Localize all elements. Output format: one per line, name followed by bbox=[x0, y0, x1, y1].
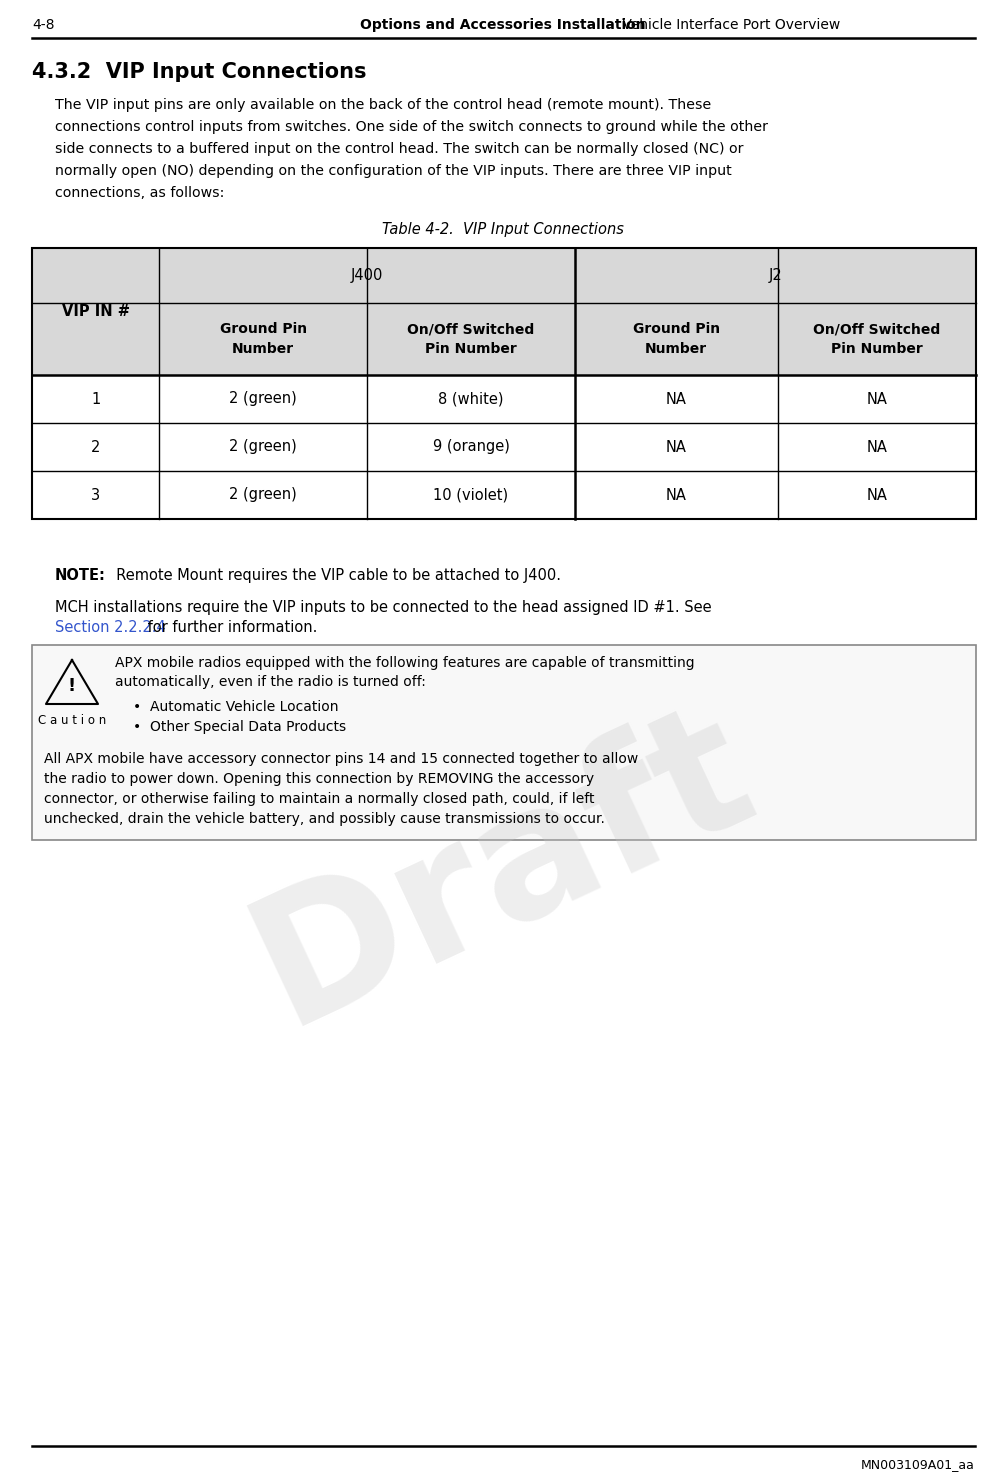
Text: NOTE:: NOTE: bbox=[55, 569, 106, 583]
Bar bbox=[368, 247, 575, 303]
Text: C a u t i o n: C a u t i o n bbox=[38, 714, 106, 728]
Text: NA: NA bbox=[866, 488, 887, 502]
Bar bbox=[32, 376, 159, 423]
Text: connections, as follows:: connections, as follows: bbox=[55, 186, 225, 200]
Text: J2: J2 bbox=[768, 268, 782, 283]
Bar bbox=[32, 471, 159, 518]
Bar bbox=[575, 423, 777, 471]
Text: 4-8: 4-8 bbox=[32, 18, 54, 32]
Bar bbox=[575, 376, 777, 423]
Text: Table 4-2.  VIP Input Connections: Table 4-2. VIP Input Connections bbox=[382, 222, 624, 237]
Bar bbox=[368, 471, 575, 518]
Bar bbox=[159, 376, 368, 423]
Text: VIP IN #: VIP IN # bbox=[61, 303, 130, 320]
Bar bbox=[159, 423, 368, 471]
Text: 8 (white): 8 (white) bbox=[438, 392, 504, 407]
Bar bbox=[368, 376, 575, 423]
Text: 9 (orange): 9 (orange) bbox=[433, 439, 510, 455]
Text: Ground Pin
Number: Ground Pin Number bbox=[220, 323, 307, 356]
Text: MCH installations require the VIP inputs to be connected to the head assigned ID: MCH installations require the VIP inputs… bbox=[55, 600, 712, 616]
Text: Options and Accessories Installation: Options and Accessories Installation bbox=[361, 18, 645, 32]
Text: Section 2.2.2.4: Section 2.2.2.4 bbox=[55, 620, 166, 635]
Bar bbox=[777, 376, 976, 423]
Text: automatically, even if the radio is turned off:: automatically, even if the radio is turn… bbox=[115, 675, 426, 689]
Bar bbox=[777, 471, 976, 518]
Bar bbox=[575, 471, 777, 518]
Text: Vehicle Interface Port Overview: Vehicle Interface Port Overview bbox=[618, 18, 840, 32]
Text: 2 (green): 2 (green) bbox=[230, 488, 297, 502]
Text: for further information.: for further information. bbox=[143, 620, 317, 635]
Text: 2 (green): 2 (green) bbox=[230, 439, 297, 455]
Bar bbox=[368, 303, 575, 376]
Bar bbox=[32, 423, 159, 471]
Text: NA: NA bbox=[866, 392, 887, 407]
Bar bbox=[32, 303, 159, 376]
Text: The VIP input pins are only available on the back of the control head (remote mo: The VIP input pins are only available on… bbox=[55, 99, 711, 112]
Text: Remote Mount requires the VIP cable to be attached to J400.: Remote Mount requires the VIP cable to b… bbox=[107, 569, 561, 583]
Bar bbox=[32, 247, 159, 303]
Text: unchecked, drain the vehicle battery, and possibly cause transmissions to occur.: unchecked, drain the vehicle battery, an… bbox=[44, 812, 605, 826]
Bar bbox=[32, 645, 976, 840]
Text: !: ! bbox=[67, 678, 77, 695]
Bar bbox=[575, 303, 777, 376]
Text: 4.3.2  VIP Input Connections: 4.3.2 VIP Input Connections bbox=[32, 62, 367, 82]
Text: J400: J400 bbox=[350, 268, 384, 283]
Text: 2 (green): 2 (green) bbox=[230, 392, 297, 407]
Bar bbox=[575, 247, 777, 303]
Text: •  Automatic Vehicle Location: • Automatic Vehicle Location bbox=[133, 700, 338, 714]
Text: NA: NA bbox=[866, 439, 887, 455]
Bar bbox=[159, 247, 368, 303]
Bar bbox=[777, 247, 976, 303]
Text: 1: 1 bbox=[91, 392, 101, 407]
Text: On/Off Switched
Pin Number: On/Off Switched Pin Number bbox=[408, 323, 535, 356]
Text: •  Other Special Data Products: • Other Special Data Products bbox=[133, 720, 346, 734]
Text: Draft: Draft bbox=[228, 679, 778, 1061]
Text: APX mobile radios equipped with the following features are capable of transmitti: APX mobile radios equipped with the foll… bbox=[115, 655, 695, 670]
Text: side connects to a buffered input on the control head. The switch can be normall: side connects to a buffered input on the… bbox=[55, 141, 743, 156]
Text: All APX mobile have accessory connector pins 14 and 15 connected together to all: All APX mobile have accessory connector … bbox=[44, 753, 638, 766]
Text: 3: 3 bbox=[92, 488, 101, 502]
Text: MN003109A01_aa: MN003109A01_aa bbox=[861, 1458, 975, 1472]
Text: 10 (violet): 10 (violet) bbox=[433, 488, 509, 502]
Bar bbox=[777, 423, 976, 471]
Text: normally open (NO) depending on the configuration of the VIP inputs. There are t: normally open (NO) depending on the conf… bbox=[55, 164, 732, 178]
Text: Ground Pin
Number: Ground Pin Number bbox=[632, 323, 720, 356]
Text: NA: NA bbox=[666, 488, 687, 502]
Text: NA: NA bbox=[666, 392, 687, 407]
Text: NA: NA bbox=[666, 439, 687, 455]
Bar bbox=[32, 247, 976, 518]
Text: On/Off Switched
Pin Number: On/Off Switched Pin Number bbox=[814, 323, 941, 356]
Bar bbox=[777, 303, 976, 376]
Text: connector, or otherwise failing to maintain a normally closed path, could, if le: connector, or otherwise failing to maint… bbox=[44, 792, 594, 806]
Text: connections control inputs from switches. One side of the switch connects to gro: connections control inputs from switches… bbox=[55, 119, 768, 134]
Bar bbox=[368, 423, 575, 471]
Text: the radio to power down. Opening this connection by REMOVING the accessory: the radio to power down. Opening this co… bbox=[44, 772, 594, 787]
Bar bbox=[159, 303, 368, 376]
Bar bbox=[159, 471, 368, 518]
Text: 2: 2 bbox=[91, 439, 101, 455]
